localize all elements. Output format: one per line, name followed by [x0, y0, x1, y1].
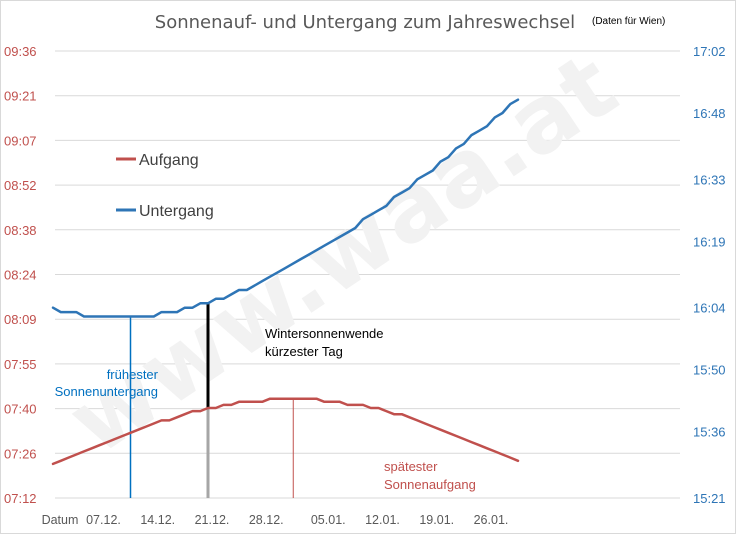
y-left-tick-label: 07:40 [4, 402, 37, 417]
x-tick-label: 21.12. [195, 513, 230, 527]
y-left-tick-label: 07:55 [4, 357, 37, 372]
y-left-tick-label: 09:36 [4, 44, 37, 59]
x-tick-label: 28.12. [249, 513, 284, 527]
y-right-tick-label: 17:02 [693, 44, 726, 59]
annotation-earliest-sunset-line2: Sonnenuntergang [55, 384, 158, 399]
y-left-tick-label: 08:52 [4, 178, 37, 193]
annotation-solstice-line2: kürzester Tag [265, 344, 343, 359]
series-line-aufgang [51, 397, 520, 466]
chart-title: Sonnenauf- und Untergang zum Jahreswechs… [155, 12, 575, 33]
y-right-tick-label: 16:19 [693, 234, 726, 249]
x-tick-label: 26.01. [474, 513, 509, 527]
series-lines [51, 98, 520, 466]
y-right-tick-label: 16:04 [693, 301, 726, 316]
x-axis: Datum 07.12. 14.12. 21.12. 28.12. 05.01. 12.01… [42, 513, 509, 527]
x-tick-label: 14.12. [140, 513, 175, 527]
x-tick-label: 07.12. [86, 513, 121, 527]
annotation-lines [129, 303, 294, 498]
legend: Aufgang Untergang [116, 152, 214, 220]
chart-subtitle: (Daten für Wien) [592, 16, 665, 27]
annotation-solstice-line1: Wintersonnenwende [265, 326, 384, 341]
series-line-untergang [51, 98, 520, 318]
y-axis-right: 15:21 15:36 15:50 16:04 16:19 16:33 16:48 17:02 [693, 44, 726, 506]
y-right-tick-label: 16:33 [693, 172, 726, 187]
x-tick-label: 19.01. [419, 513, 454, 527]
x-tick-label: 05.01. [311, 513, 346, 527]
x-tick-label: 12.01. [365, 513, 400, 527]
y-left-tick-label: 08:38 [4, 223, 37, 238]
annotation-latest-sunrise-line1: spätester [384, 459, 438, 474]
legend-label-aufgang: Aufgang [139, 152, 199, 169]
legend-label-untergang: Untergang [139, 203, 214, 220]
y-left-tick-label: 07:26 [4, 446, 37, 461]
y-right-tick-label: 15:50 [693, 363, 726, 378]
y-right-tick-label: 15:21 [693, 491, 726, 506]
y-right-tick-label: 15:36 [693, 425, 726, 440]
annotation-latest-sunrise-line2: Sonnenaufgang [384, 477, 476, 492]
y-left-tick-label: 08:09 [4, 312, 37, 327]
y-left-tick-label: 08:24 [4, 268, 37, 283]
y-left-tick-label: 09:07 [4, 133, 37, 148]
y-right-tick-label: 16:48 [693, 106, 726, 121]
annotations: frühester Sonnenuntergang Wintersonnenwe… [55, 326, 476, 492]
y-axis-left: 07:12 07:26 07:40 07:55 08:09 08:24 08:38 08:52… [4, 44, 37, 506]
y-left-tick-label: 07:12 [4, 491, 37, 506]
x-axis-title: Datum [42, 513, 79, 527]
gridlines [55, 50, 680, 499]
y-left-tick-label: 09:21 [4, 89, 37, 104]
annotation-earliest-sunset-line1: frühester [107, 367, 159, 382]
